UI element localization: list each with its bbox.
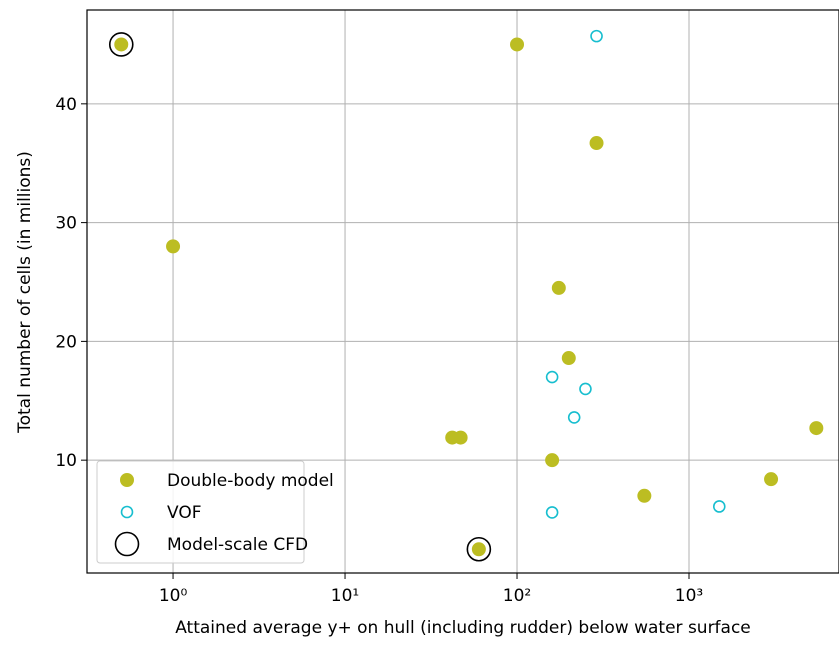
point <box>108 32 134 57</box>
plot-frame <box>86 9 839 574</box>
x-tick-label: 10³ <box>675 586 703 606</box>
y-tick-label: 20 <box>55 332 77 352</box>
point <box>764 472 779 487</box>
point <box>510 37 525 52</box>
point <box>166 239 181 254</box>
y-tick-label: 30 <box>55 214 77 234</box>
legend-marker <box>120 473 134 487</box>
legend: Double-body model VOF Model-scale CFD <box>96 460 334 564</box>
point <box>471 542 486 557</box>
legend-marker <box>120 505 134 519</box>
point <box>712 500 726 513</box>
point <box>561 351 576 366</box>
point <box>567 411 581 424</box>
point <box>637 488 652 503</box>
point <box>809 421 824 436</box>
point <box>589 136 604 151</box>
point <box>590 29 603 43</box>
y-tick-label: 10 <box>55 451 77 471</box>
x-tick-label: 10⁰ <box>159 586 188 606</box>
point <box>466 536 492 562</box>
y-axis-label: Total number of cells (in millions) <box>15 151 35 434</box>
legend-label: VOF <box>167 503 202 523</box>
legend-box <box>96 460 305 564</box>
legend-label: Double-body model <box>167 471 334 491</box>
x-axis-label: Attained average y+ on hull (including r… <box>175 618 751 638</box>
y-tick-label: 40 <box>55 95 77 115</box>
legend-marker <box>114 531 140 557</box>
point <box>114 37 129 52</box>
point <box>545 453 560 468</box>
x-tick-label: 10² <box>503 586 531 606</box>
legend-label: Model-scale CFD <box>167 535 308 555</box>
point <box>545 370 559 384</box>
point <box>579 382 592 396</box>
x-tick-label: 10¹ <box>331 586 359 606</box>
point <box>545 506 559 519</box>
point <box>551 280 566 295</box>
point <box>453 430 468 445</box>
